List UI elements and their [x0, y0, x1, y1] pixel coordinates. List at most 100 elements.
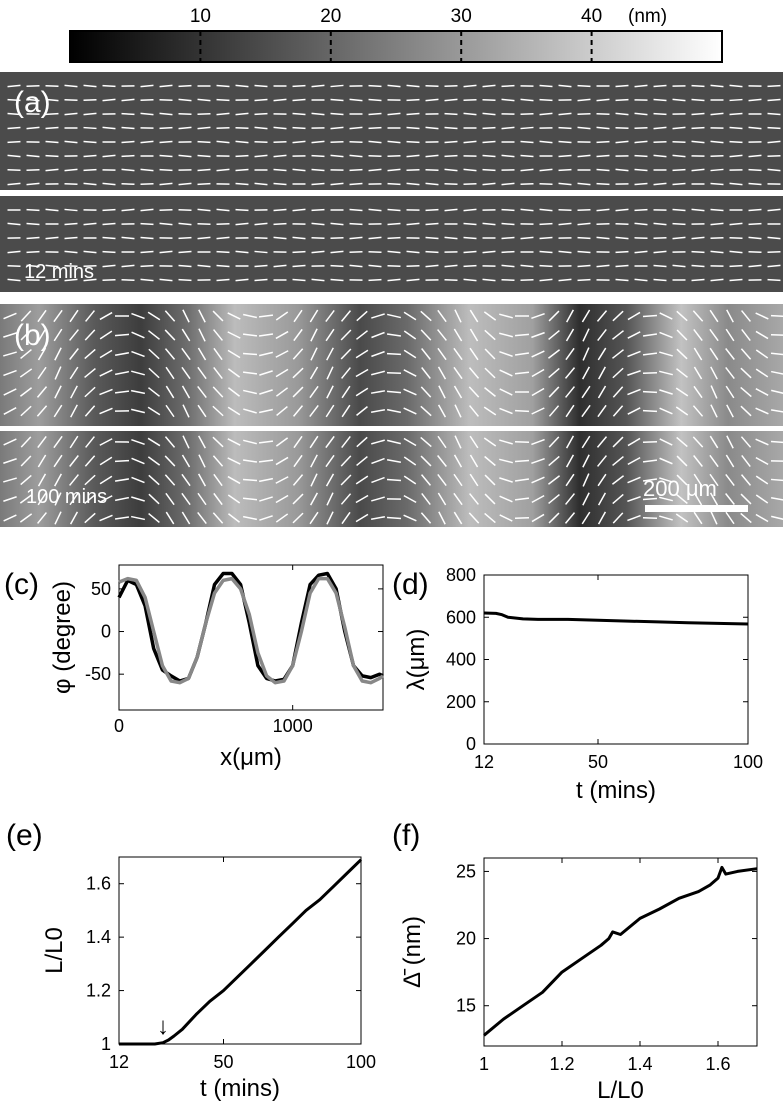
- director-dash: [653, 84, 667, 88]
- director-dash: [198, 435, 206, 449]
- director-dash: [53, 435, 63, 449]
- director-dash: [438, 511, 446, 525]
- director-dash: [258, 477, 274, 483]
- director-dash: [182, 404, 190, 418]
- director-dash: [627, 388, 641, 396]
- director-dash: [531, 494, 545, 504]
- director-dash: [227, 312, 241, 320]
- series-line-2: [118, 576, 385, 685]
- director-dash: [213, 492, 223, 506]
- director-dash: [729, 154, 743, 158]
- director-dash: [37, 435, 47, 449]
- director-dash: [3, 351, 17, 357]
- director-dash: [691, 140, 705, 144]
- director-dash: [634, 112, 648, 116]
- director-dash: [275, 311, 289, 321]
- director-dash: [216, 168, 230, 172]
- panel-a-image-bottom: [0, 196, 783, 292]
- director-dash: [755, 349, 769, 359]
- director-dash: [178, 264, 192, 268]
- director-dash: [102, 250, 116, 254]
- director-dash: [212, 436, 224, 448]
- director-dash: [7, 222, 21, 226]
- director-dash: [181, 328, 191, 342]
- director-dash: [725, 493, 735, 505]
- director-dash: [659, 351, 673, 357]
- director-dash: [254, 84, 268, 88]
- director-dash: [370, 515, 386, 521]
- director-dash: [729, 250, 743, 254]
- director-dash: [254, 182, 268, 186]
- director-dash: [356, 310, 368, 322]
- director-dash: [421, 492, 431, 506]
- director-dash: [501, 84, 515, 88]
- director-dash: [311, 84, 325, 88]
- director-dash: [634, 182, 648, 186]
- director-dash: [140, 112, 154, 116]
- director-dash: [355, 494, 369, 504]
- director-dash: [693, 328, 703, 342]
- director-dash: [36, 405, 48, 417]
- director-dash: [770, 440, 783, 444]
- director-dash: [577, 84, 591, 88]
- director-dash: [482, 98, 496, 102]
- director-dash: [596, 182, 610, 186]
- director-dash: [258, 333, 274, 337]
- director-dash: [612, 512, 624, 524]
- director-dash: [45, 264, 59, 268]
- director-dash: [54, 473, 62, 487]
- director-dash: [725, 385, 735, 399]
- y-tick-label: 600: [446, 607, 476, 627]
- director-dash: [597, 492, 607, 506]
- director-dash: [565, 404, 575, 418]
- director-dash: [755, 330, 769, 340]
- director-dash: [83, 84, 97, 88]
- director-dash: [406, 126, 420, 130]
- director-dash: [596, 98, 610, 102]
- director-dash: [501, 222, 515, 226]
- director-dash: [140, 250, 154, 254]
- y-axis-label: Δ̄ (nm): [399, 916, 426, 988]
- director-dash: [159, 154, 173, 158]
- director-dash: [499, 332, 513, 338]
- director-dash: [355, 387, 369, 397]
- director-dash: [69, 474, 79, 486]
- director-dash: [83, 126, 97, 130]
- director-dash: [634, 250, 648, 254]
- director-dash: [131, 476, 145, 484]
- director-dash: [197, 98, 211, 102]
- director-dash: [293, 309, 303, 323]
- director-dash: [444, 126, 458, 130]
- panel-a-divider: [0, 190, 783, 196]
- director-dash: [387, 168, 401, 172]
- director-dash: [114, 516, 130, 520]
- director-dash: [355, 475, 369, 485]
- director-dash: [596, 126, 610, 130]
- director-dash: [726, 404, 734, 418]
- director-dash: [444, 168, 458, 172]
- director-dash: [501, 264, 515, 268]
- director-dash: [235, 126, 249, 130]
- director-dash: [355, 368, 369, 378]
- director-dash: [748, 236, 762, 240]
- director-dash: [131, 370, 145, 376]
- director-dash: [453, 328, 463, 342]
- director-dash: [615, 98, 629, 102]
- director-dash: [371, 457, 385, 465]
- director-dash: [99, 495, 113, 503]
- director-dash: [371, 350, 385, 358]
- director-dash: [148, 367, 160, 379]
- y-tick-label: 200: [446, 692, 476, 712]
- director-dash: [693, 366, 703, 380]
- director-dash: [539, 236, 553, 240]
- director-dash: [767, 236, 781, 240]
- director-dash: [501, 278, 515, 282]
- director-dash: [597, 455, 607, 467]
- director-dash: [642, 352, 658, 356]
- plot-frame: [483, 857, 758, 1047]
- director-dash: [539, 84, 553, 88]
- x-tick-label: 100: [733, 752, 763, 772]
- director-dash: [484, 512, 496, 524]
- director-dash: [387, 112, 401, 116]
- director-dash: [3, 407, 17, 415]
